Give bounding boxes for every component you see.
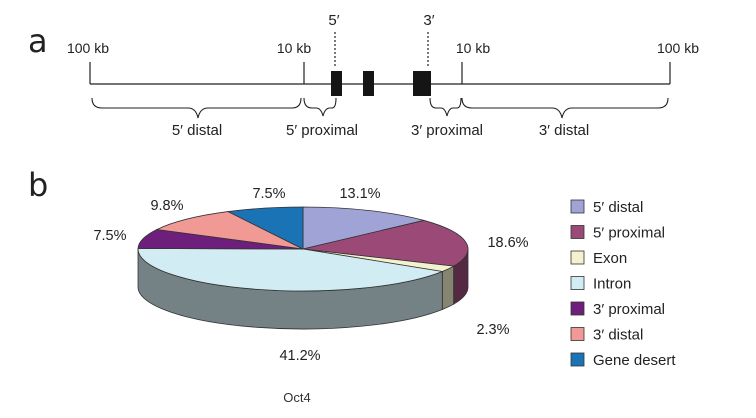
tick-label-10kb-left: 10 kb [277,40,311,56]
pie-slice-3-distal [155,211,304,250]
brace-5-proximal [303,97,337,117]
panel-b-letter: b [28,166,48,204]
panel-a-letter: a [28,22,48,60]
pie-chart: 13.1% 18.6% 2.3% 41.2% 7.5% 9.8% 7.5% [93,186,528,364]
pie-label-5-distal: 13.1% [339,186,380,202]
tick-label-100kb-right: 100 kb [657,40,699,56]
region-label-5-distal: 5′ distal [172,122,222,139]
tick-label-100kb-left: 100 kb [67,40,109,56]
five-prime-label: 5′ [328,12,339,29]
pie-top [137,206,469,292]
chart-caption: Oct4 [283,390,310,405]
pie-label-gene-desert: 7.5% [252,186,285,202]
pie-label-3-distal: 9.8% [150,198,183,214]
pie-slice-5-proximal [302,220,469,267]
legend-swatch-gene-desert [570,352,585,367]
legend-swatch-intron [570,276,585,290]
pie-slice-gene-desert [226,206,304,250]
pie-label-3-proximal: 7.5% [93,228,126,244]
pie-label-exon: 2.3% [476,322,509,338]
legend: 5′ distal 5′ proximal Exon Intron 3′ proxima… [570,199,676,369]
pie-label-intron: 41.2% [279,348,320,364]
brace-5-distal [91,97,302,119]
legend-swatch-exon [570,250,585,265]
pie-labels: 13.1% 18.6% 2.3% 41.2% 7.5% 9.8% 7.5% [93,186,528,364]
exon-box-1 [331,71,342,96]
legend-label-gene-desert: Gene desert [593,352,676,369]
legend-label-exon: Exon [593,250,627,267]
region-label-5-proximal: 5′ proximal [286,122,358,139]
brace-3-distal [461,97,669,119]
three-prime-label: 3′ [423,12,434,29]
exon-box-2 [363,71,374,96]
brace-3-proximal [429,97,462,117]
panel-b: b 13.1% 18.6% 2.3% 41.2% 7.5% 9.8% 7.5% 5′ dis… [28,166,676,405]
pie-slice-intron [137,248,444,292]
legend-label-3-distal: 3′ distal [593,327,643,344]
legend-swatch-3-proximal [570,301,585,316]
tick-label-10kb-right: 10 kb [456,40,490,56]
region-label-3-proximal: 3′ proximal [411,122,483,139]
legend-label-5-proximal: 5′ proximal [593,225,665,242]
legend-label-intron: Intron [593,276,631,293]
pie-slice-5-distal [302,206,425,250]
pie-label-5-proximal: 18.6% [487,235,528,251]
exon-box-3 [413,71,431,96]
legend-swatch-5-proximal [570,225,585,239]
region-label-3-distal: 3′ distal [539,122,589,139]
legend-label-5-distal: 5′ distal [593,199,643,216]
pie-side-exon [441,265,454,311]
legend-swatch-3-distal [570,327,585,341]
legend-swatch-5-distal [570,199,585,214]
legend-label-3-proximal: 3′ proximal [593,301,665,318]
panel-a: a 100 kb 10 kb 10 kb 100 kb 5′ 3′ 5′ dis… [28,12,699,139]
